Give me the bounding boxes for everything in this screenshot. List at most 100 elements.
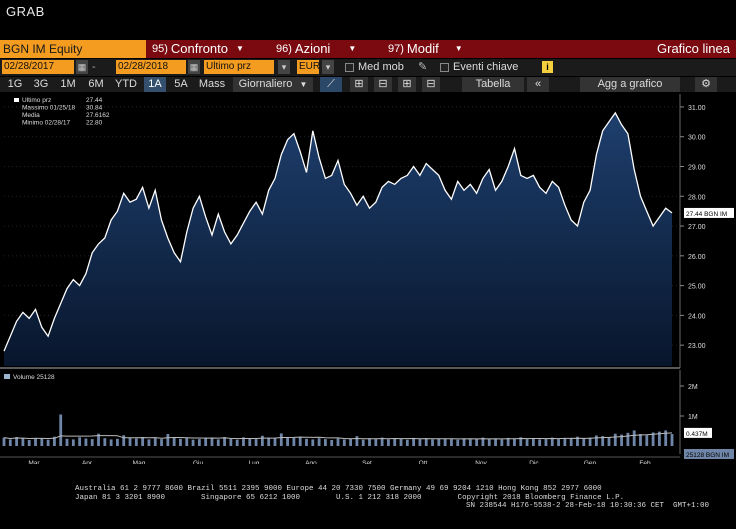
timeframe-button-1a[interactable]: 1A [144,77,166,92]
key-events-label: Eventi chiave [453,61,519,73]
moving-average-label: Med mob [358,61,404,73]
volume-bar [563,438,567,446]
volume-bar [141,437,145,446]
grid-icon[interactable]: ⊞ [398,77,416,92]
currency-select[interactable]: EUR [297,60,321,74]
dropdown-arrow-icon[interactable]: ▾ [322,60,334,74]
volume-last-tag-label: 25128 BGN IM [686,452,729,459]
menu-number: 97) [388,43,404,55]
volume-bar [443,438,447,446]
volume-bar [657,431,661,446]
add-to-chart-button[interactable]: Agg a grafico [580,77,680,92]
table-button[interactable]: Tabella [462,77,524,92]
timeframe-button-ytd[interactable]: YTD [115,78,137,90]
volume-bar [412,437,416,446]
volume-bar [109,439,113,446]
grid-icon[interactable]: ⊞ [350,77,368,92]
legend-label: Minimo 02/28/17 [22,120,70,127]
calendar-icon[interactable]: ▦ [188,60,200,74]
volume-bar [557,439,560,446]
pencil-icon[interactable]: ✎ [418,61,428,73]
volume-bar [645,435,649,446]
start-date-input[interactable]: 02/28/2017 [2,60,74,74]
timeframe-button-5a[interactable]: 5A [174,78,188,90]
timeframe-button-1g[interactable]: 1G [7,78,23,90]
volume-bar [582,438,586,446]
x-tick-label: Set [362,460,372,464]
y-tick-label: 23.00 [688,343,706,350]
volume-bar [279,433,283,446]
volume-bar [437,438,441,446]
volume-bar [166,434,170,446]
volume-bar [651,432,655,446]
legend-value: 22.80 [86,120,103,127]
command-bar [0,40,736,58]
dropdown-arrow-icon[interactable]: ▾ [278,60,290,74]
volume-bar [500,439,504,446]
timeframe-button-3g[interactable]: 3G [33,78,49,90]
grid-icon[interactable]: ⊟ [374,77,392,92]
volume-bar [626,432,630,446]
ticker-field[interactable]: BGN IM Equity [0,40,146,58]
volume-bar [594,435,598,446]
edit-menu[interactable]: 97) Modif ▼ [388,40,463,58]
calendar-icon[interactable]: ▦ [76,60,88,74]
price-chart[interactable]: 31.00 30.00 29.00 28.00 27.00 26.00 25.00 24.00… [0,94,736,464]
chevron-down-icon: ▼ [454,44,463,53]
x-tick-label: Ott [419,460,428,464]
timeframe-button-1m[interactable]: 1M [60,78,76,90]
price-field-select[interactable]: Ultimo prz [204,60,274,74]
volume-bar [418,439,422,446]
gear-icon[interactable]: ⚙ [695,77,717,92]
chart-type-label[interactable]: Grafico linea [657,41,730,56]
actions-menu[interactable]: 96) Azioni ▼ [276,40,356,58]
y-tick-label: 31.00 [688,105,706,112]
legend-value: 27.6162 [86,112,110,119]
line-chart-icon[interactable]: ⟋ [320,77,342,92]
info-icon[interactable]: i [542,61,553,73]
add-to-chart-label: Agg a grafico [597,78,663,90]
last-price-tag [684,207,734,218]
timeframe-button-mass[interactable]: Mass [198,78,226,90]
menu-number: 95) [152,43,168,55]
y-tick-label: 30.00 [688,135,706,142]
volume-axis: 2M 1M 0.437M 25128 BGN IM [679,370,734,459]
volume-bar [387,439,390,446]
volume-bar [172,437,176,446]
legend-value: 30.84 [86,105,103,112]
volume-bar [160,439,163,446]
key-events-checkbox[interactable] [440,63,449,72]
volume-bar [8,439,12,446]
volume-bar [90,439,94,446]
price-area [4,112,672,367]
collapse-icon[interactable]: « [527,77,549,92]
volume-bar [59,414,63,446]
end-date-input[interactable]: 02/28/2018 [116,60,186,74]
x-tick-label: Feb [639,460,651,464]
x-tick-label: Lug [249,460,260,464]
y-tick-label: 25.00 [688,284,706,291]
y-tick-label: 24.00 [688,313,706,320]
volume-bar [399,438,403,446]
legend-label: Ultimo prz [22,97,51,104]
volume-legend-label: Volume 25128 [13,374,55,381]
volume-bar [210,438,214,446]
volume-bar [468,439,472,446]
legend-value: 27.44 [86,97,103,104]
moving-average-checkbox[interactable] [345,63,354,72]
grid-icon[interactable]: ⊟ [422,77,440,92]
volume-bar [27,440,31,446]
volume-bar [607,437,611,446]
footer-line-2: Japan 81 3 3201 8900 Singapore 65 6212 1… [75,494,625,502]
compare-menu[interactable]: 95) Confronto ▼ [152,40,244,58]
periodicity-select[interactable]: Giornaliero ▼ [233,77,313,92]
volume-tick-label: 2M [688,384,698,391]
volume-bar [116,438,119,446]
x-tick-label: Apr [82,460,93,464]
volume-bar [191,439,195,446]
volume-bar [506,437,510,446]
volume-bar [632,430,636,446]
volume-bar [128,437,132,446]
timeframe-button-6m[interactable]: 6M [88,78,104,90]
volume-legend-swatch [4,374,10,379]
